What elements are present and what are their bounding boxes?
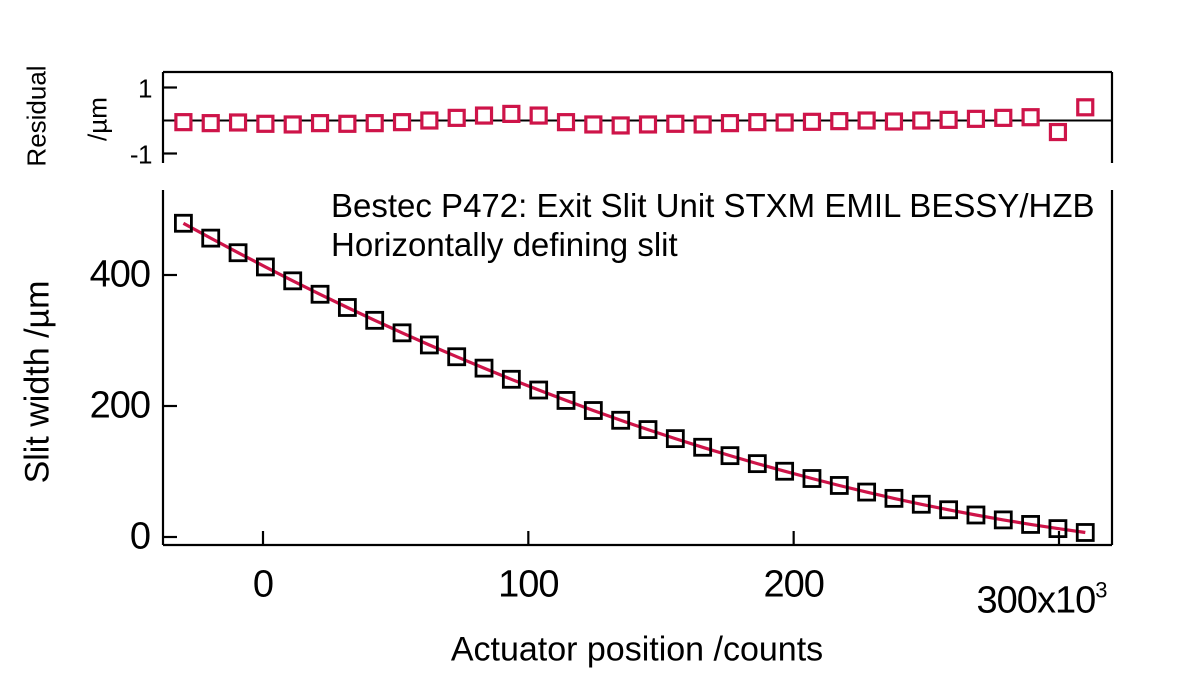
residual-axis-label-line1: Residual (21, 65, 52, 167)
residual-marker (884, 112, 904, 131)
x-tick-label: 300x103 (976, 577, 1108, 623)
data-marker (283, 271, 303, 291)
residual-marker (201, 114, 220, 133)
residual-marker (420, 111, 439, 130)
data-marker (720, 446, 740, 466)
main-panel (161, 190, 1114, 547)
residual-marker (720, 114, 740, 133)
data-marker (665, 429, 685, 449)
residual-marker (830, 112, 849, 131)
residual-marker (1076, 98, 1095, 117)
y-axis-label: Slit width /µm (18, 280, 57, 484)
data-marker (775, 461, 795, 481)
residual-marker (392, 113, 412, 132)
data-marker (802, 469, 822, 488)
residual-marker (256, 114, 275, 133)
data-marker (638, 420, 658, 439)
data-marker (911, 494, 931, 514)
data-marker (174, 213, 193, 233)
data-marker (747, 454, 767, 474)
residual-marker (611, 116, 630, 135)
data-marker (693, 437, 713, 457)
data-marker (201, 228, 221, 248)
fit-line (182, 221, 1086, 535)
data-marker (1075, 523, 1095, 542)
residual-marker (994, 108, 1013, 127)
residual-marker (228, 113, 248, 132)
residual-marker (802, 112, 822, 131)
residual-marker (666, 114, 685, 133)
data-marker (447, 347, 467, 367)
residual-marker (365, 114, 384, 133)
residual-marker (857, 111, 876, 130)
data-marker (419, 335, 439, 355)
data-marker (829, 476, 849, 495)
data-marker (583, 401, 603, 420)
data-marker (255, 257, 275, 277)
data-marker (1048, 519, 1068, 539)
plot-title-line1: Bestec P472: Exit Slit Unit STXM EMIL BE… (331, 187, 1095, 224)
data-marker (529, 380, 549, 400)
residual-panel (161, 70, 1114, 163)
y-tick-label: 0 (129, 515, 151, 558)
y-tick-label: 400 (89, 253, 151, 296)
data-marker (556, 391, 576, 410)
residual-marker (310, 114, 330, 133)
data-marker (228, 243, 248, 263)
residual-marker (775, 113, 794, 132)
residual-axis-label-line2: /µm (82, 97, 113, 141)
data-marker (611, 410, 631, 430)
residual-marker (474, 106, 494, 125)
residual-y-tick-label: 1 (138, 73, 152, 103)
residual-marker (1048, 122, 1068, 142)
residual-marker (748, 113, 767, 132)
data-marker (392, 323, 412, 343)
data-marker (337, 298, 357, 317)
residual-marker (912, 111, 931, 130)
residual-marker (283, 115, 302, 134)
residual-marker (638, 115, 658, 134)
y-tick-label: 200 (89, 384, 151, 427)
residual-marker (174, 113, 193, 132)
residual-marker (338, 114, 357, 133)
plot-title-line2: Horizontally defining slit (331, 226, 678, 263)
x-tick-label: 100 (498, 563, 559, 606)
data-marker (993, 510, 1013, 530)
data-marker (474, 358, 494, 378)
residual-marker (556, 113, 576, 132)
data-marker (365, 310, 385, 330)
data-marker (310, 284, 330, 304)
residual-marker (529, 106, 548, 125)
x-tick-label: 0 (252, 563, 274, 606)
residual-marker (693, 115, 712, 134)
residual-y-tick-label: -1 (129, 139, 153, 169)
residual-marker (502, 104, 521, 124)
residual-marker (584, 115, 603, 134)
residual-marker (1021, 108, 1040, 127)
data-marker (966, 505, 986, 525)
x-tick-label: 200 (763, 563, 824, 606)
data-marker (939, 500, 959, 520)
residual-marker (447, 108, 466, 127)
residual-marker (939, 110, 958, 129)
data-marker (857, 482, 877, 502)
residual-marker (966, 109, 986, 128)
x-axis-label: Actuator position /counts (450, 630, 824, 669)
data-marker (1021, 515, 1040, 534)
plot-title: Bestec P472: Exit Slit Unit STXM EMIL BE… (331, 186, 1095, 264)
x-tick-exponent-base: 300x10 (976, 579, 1097, 622)
data-marker (884, 488, 904, 508)
data-marker (501, 369, 521, 389)
x-tick-exponent-sup: 3 (1095, 577, 1108, 603)
